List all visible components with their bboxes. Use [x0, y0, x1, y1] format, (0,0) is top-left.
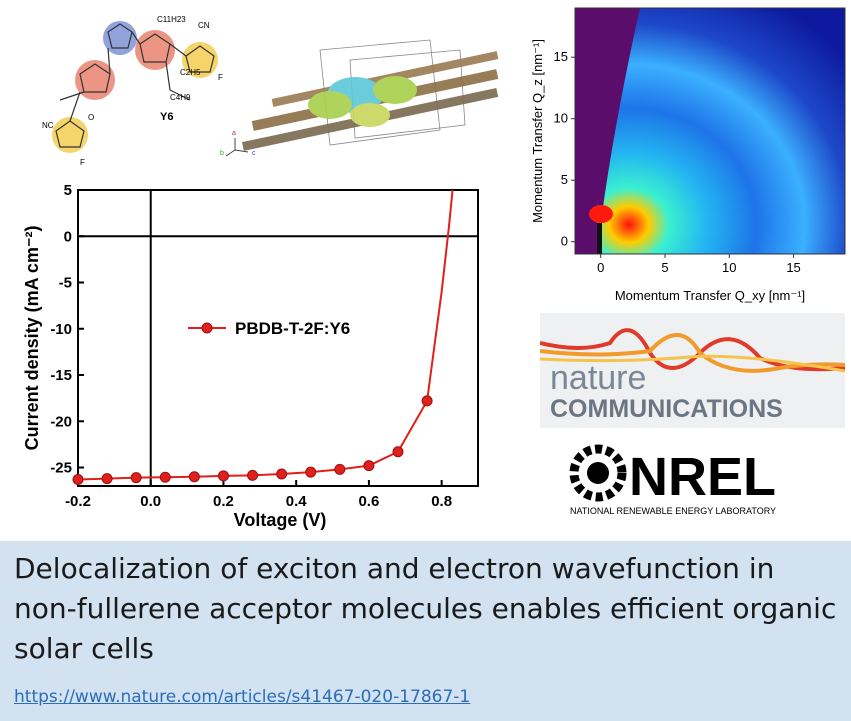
jv-data-point [247, 469, 259, 481]
jv-ylabel: Current density (mA cm⁻²) [22, 226, 42, 451]
jv-data-point [217, 470, 229, 482]
jv-legend-label: PBDB-T-2F:Y6 [235, 319, 350, 338]
nrel-logo: NREL NATIONAL RENEWABLE ENERGY LABORATOR… [565, 440, 825, 520]
giwaxs-xlabel: Momentum Transfer Q_xy [nm⁻¹] [615, 288, 805, 303]
caption-box: Delocalization of exciton and electron w… [0, 541, 851, 721]
jv-xtick-label: 0.2 [213, 493, 234, 510]
jv-xtick-label: 0.8 [431, 493, 452, 510]
nrel-subtitle: NATIONAL RENEWABLE ENERGY LABORATORY [570, 506, 776, 516]
end-group-left [52, 117, 88, 153]
molecule-sub-4: CN [198, 21, 210, 30]
jv-data-point [363, 460, 375, 472]
jv-ytick-label: -5 [59, 275, 72, 292]
jv-ytick-label: -25 [50, 460, 72, 477]
giwaxs-frame [574, 7, 846, 255]
jv-data-point [72, 474, 84, 486]
giwaxs-ylabel: Momentum Transfer Q_z [nm⁻¹] [530, 39, 545, 223]
jv-xlabel: Voltage (V) [234, 510, 327, 530]
molecule-sub-7: O [88, 113, 94, 122]
giwaxs-heatmap: 0 5 10 15 0 5 10 15 Momentum Transfer Q_xy [nm⁻… [520, 0, 851, 310]
molecule-sub-0: C11H23 [157, 15, 186, 24]
jv-data-point [101, 473, 113, 485]
y6-molecule-structure: C11H23 C4H9 C2H5 NC CN F F O Y6 [20, 0, 230, 170]
jv-plot-frame [77, 189, 479, 487]
crystal-axis-c: c [252, 150, 256, 157]
crystal-axis-a: a [232, 130, 236, 137]
giwaxs-ytick-label: 5 [561, 172, 568, 187]
molecule-sub-3: NC [42, 121, 54, 130]
giwaxs-ytick-label: 10 [554, 111, 568, 126]
nature-communications-logo: nature COMMUNICATIONS [540, 313, 845, 428]
jv-ytick-label: 5 [64, 182, 72, 199]
nrel-wordmark: NREL [629, 447, 776, 507]
jv-ytick-label: -15 [50, 367, 72, 384]
jv-data-point [305, 466, 317, 478]
giwaxs-ytick-label: 0 [561, 234, 568, 249]
jv-data-point [421, 395, 433, 407]
jv-xtick-label: 0.0 [140, 493, 161, 510]
giwaxs-xtick-label: 15 [786, 260, 800, 275]
article-link[interactable]: https://www.nature.com/articles/s41467-0… [14, 687, 471, 707]
jv-data-point [392, 446, 404, 458]
giwaxs-xtick-label: 10 [722, 260, 736, 275]
communications-wordmark: COMMUNICATIONS [550, 395, 783, 423]
jv-data-point [276, 468, 288, 480]
jv-data-point [188, 471, 200, 483]
jv-data-point [334, 463, 346, 475]
giwaxs-left-shadow [575, 8, 597, 254]
nature-wordmark: nature [550, 359, 646, 397]
molecule-name: Y6 [160, 111, 173, 123]
molecule-sub-5: F [218, 73, 223, 82]
nrel-emblem-icon [569, 444, 627, 502]
jv-chart: -0.2 0.0 0.2 0.4 0.6 0.8 5 0 -5 -10 -15 -20 -25 PBDB… [0, 170, 500, 540]
crystal-packing-image: a b c [210, 20, 520, 170]
jv-xtick-label: -0.2 [65, 493, 91, 510]
crystal-axis-b: b [220, 150, 224, 157]
jv-ytick-label: -10 [50, 321, 72, 338]
jv-legend-marker [201, 322, 213, 334]
article-title: Delocalization of exciton and electron w… [14, 552, 837, 665]
giwaxs-ytick-label: 15 [554, 49, 568, 64]
molecule-sub-1: C4H9 [170, 93, 191, 102]
end-group-right [182, 42, 218, 78]
giwaxs-xtick-label: 0 [597, 260, 604, 275]
jv-ytick-label: 0 [64, 228, 72, 245]
molecule-sub-2: C2H5 [180, 68, 201, 77]
jv-series-line [77, 189, 454, 481]
jv-data-point [159, 471, 171, 483]
giwaxs-pi-stack-peak [589, 205, 613, 223]
molecule-sub-6: F [80, 158, 85, 167]
jv-xtick-label: 0.4 [286, 493, 308, 510]
giwaxs-xtick-label: 5 [661, 260, 668, 275]
giwaxs-beamstop [597, 223, 602, 254]
jv-data-point [130, 472, 142, 484]
jv-ytick-label: -20 [50, 413, 72, 430]
jv-xtick-label: 0.6 [358, 493, 379, 510]
